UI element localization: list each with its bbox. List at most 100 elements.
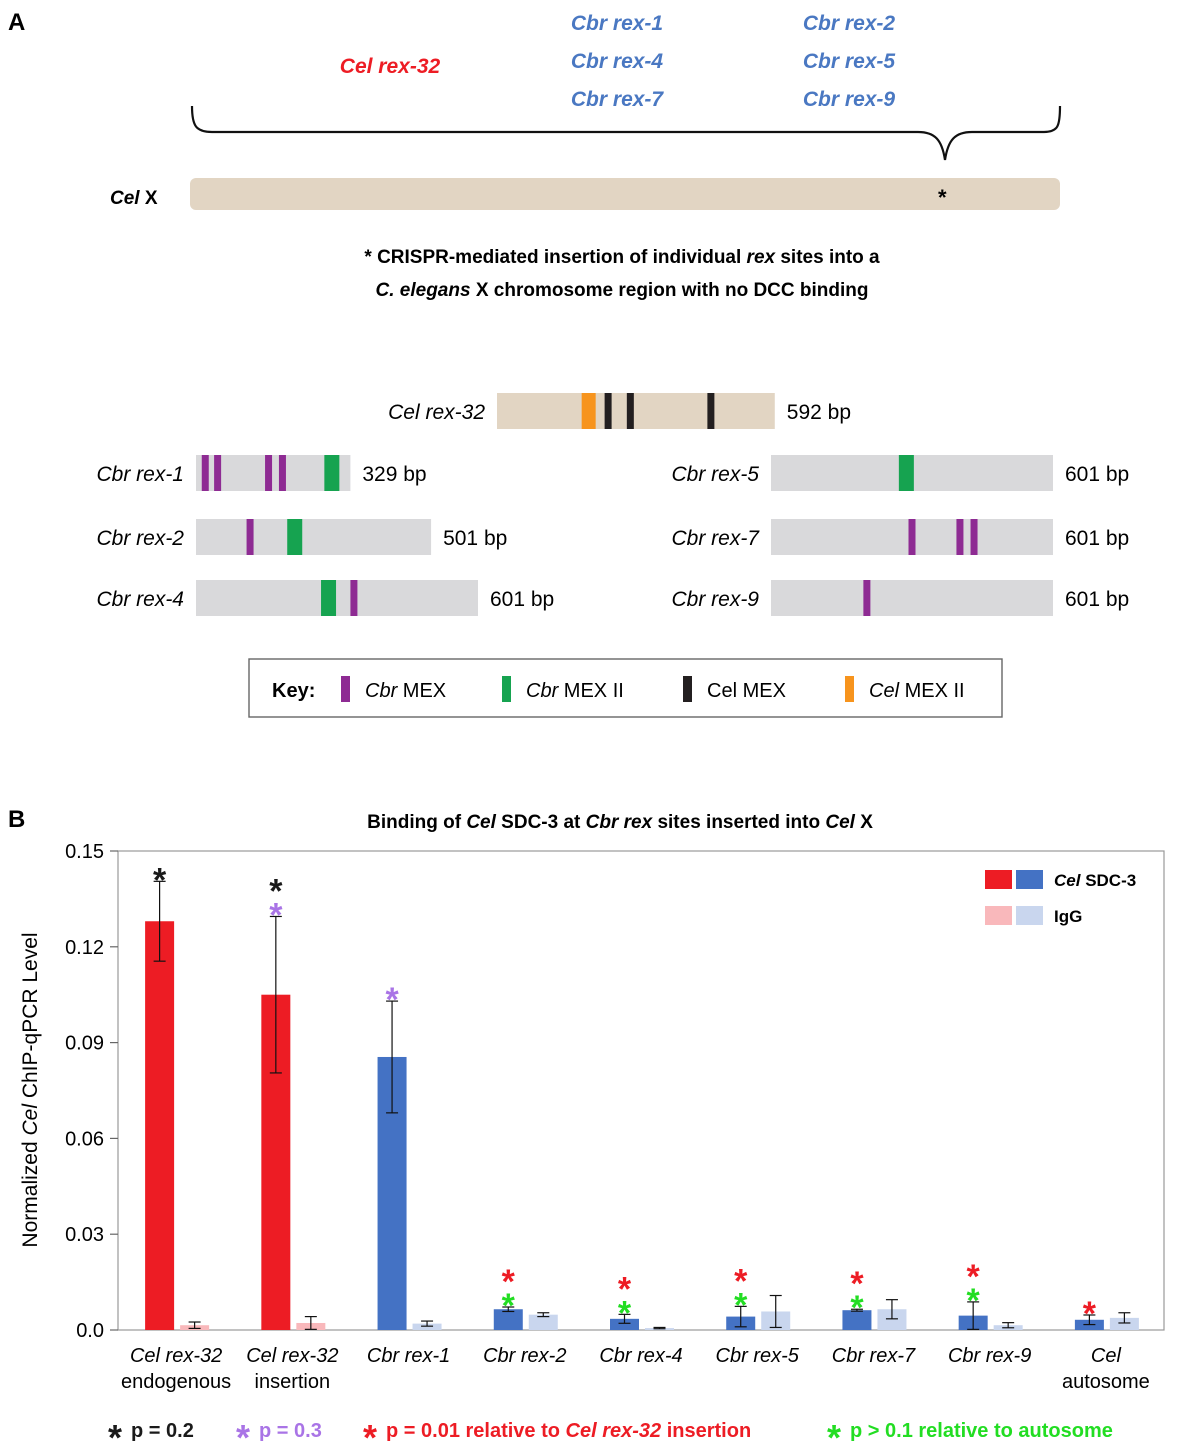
cbr-mex-motif xyxy=(908,519,916,555)
category-group: ** Cbr rex-7 xyxy=(832,1265,916,1367)
cbr-mex2-motif xyxy=(287,519,303,555)
significance-star: * xyxy=(502,1263,516,1301)
category-group: * Cel autosome xyxy=(1062,1295,1150,1393)
text-part: IgG xyxy=(1054,907,1082,926)
x-tick-label: Cbr rex-1 xyxy=(367,1345,450,1367)
rex-site-maps: Cel rex-32 592 bp Cbr rex-1 329 bp Cbr rex-2… xyxy=(96,393,1129,616)
significance-star: * xyxy=(269,872,283,910)
sdc3-bar xyxy=(842,1310,872,1330)
cbr-mex2-motif xyxy=(898,455,914,491)
pvalue-text: p = 0.01 relative to Cel rex-32 insertio… xyxy=(386,1420,751,1442)
text-part: SDC-3 at xyxy=(496,812,586,833)
cbr-mex2-key-swatch xyxy=(502,676,511,702)
plot-frame xyxy=(117,850,1165,1331)
x-tick-label: Cbr rex-2 xyxy=(483,1345,566,1367)
text-part: Cel MEX xyxy=(707,680,786,702)
cbr-mex-motif xyxy=(970,519,978,555)
significance-star: * xyxy=(385,981,399,1019)
rex-site-length: 501 bp xyxy=(443,527,507,550)
text-part: ChIP-qPCR Level xyxy=(19,932,42,1104)
category-group: ** Cel rex-32 insertion xyxy=(246,872,338,1393)
site-group-label: Cbr rex-7 xyxy=(571,88,665,111)
significance-star: * xyxy=(850,1289,864,1327)
significance-star: * xyxy=(967,1282,981,1320)
text-part: Binding of xyxy=(367,812,466,833)
rex-site-bar xyxy=(196,519,432,555)
cbr-mex-motif xyxy=(863,580,871,616)
curly-brace xyxy=(190,105,1062,161)
rex-site-name: Cbr rex-1 xyxy=(96,463,184,486)
rex-site-name: Cbr rex-2 xyxy=(96,527,184,550)
pvalue-star: * xyxy=(827,1417,841,1454)
text-part: SDC-3 xyxy=(1080,871,1136,890)
x-tick-label: Cel rex-32 xyxy=(246,1345,338,1367)
legend-swatch xyxy=(1016,906,1043,925)
key-items: Key: Cbr MEX Cbr MEX II Cel MEX Cel MEX II xyxy=(272,676,965,702)
rex-site-map: Cbr rex-1 329 bp xyxy=(96,455,427,491)
sdc3-bar xyxy=(493,1309,523,1330)
note-l1-b: rex xyxy=(747,247,777,268)
text-part: Cel xyxy=(466,812,496,833)
rex-site-length: 601 bp xyxy=(1065,588,1129,611)
key-label: Cbr MEX II xyxy=(526,680,624,702)
x-tick-label-line2: autosome xyxy=(1062,1371,1150,1393)
significance-star: * xyxy=(850,1265,864,1303)
igg-bar xyxy=(1109,1317,1139,1330)
key-label: Cel MEX II xyxy=(869,680,965,702)
chart-title: Binding of Cel SDC-3 at Cbr rex sites in… xyxy=(367,812,873,833)
text-part: MEX II xyxy=(899,680,965,702)
pvalue-star: * xyxy=(236,1417,250,1454)
site-group-label: Cbr rex-2 xyxy=(803,12,896,35)
legend-swatch xyxy=(1016,870,1043,889)
text-part: p = 0.2 xyxy=(131,1420,194,1442)
cbr-mex-motif xyxy=(350,580,358,616)
panel-b: B Binding of Cel SDC-3 at Cbr rex sites … xyxy=(8,806,1165,1454)
text-part: MEX II xyxy=(558,680,624,702)
significance-star: * xyxy=(502,1287,516,1325)
text-part: Cbr xyxy=(365,680,399,702)
chart-legend: Cel SDC-3 IgG xyxy=(985,870,1136,926)
rex-site-map: Cel rex-32 592 bp xyxy=(388,393,851,429)
text-part: Cel xyxy=(869,680,900,702)
rex-site-length: 592 bp xyxy=(787,401,851,424)
rex-site-length: 601 bp xyxy=(490,588,554,611)
rex-site-bar xyxy=(497,393,775,429)
legend-swatch xyxy=(985,906,1012,925)
y-tick-label: 0.03 xyxy=(65,1224,104,1246)
rex-site-length: 329 bp xyxy=(362,463,426,486)
sdc3-bar xyxy=(145,921,175,1330)
cbr-mex-motif xyxy=(956,519,964,555)
x-tick-label: Cbr rex-7 xyxy=(832,1345,916,1367)
rex-site-name: Cbr rex-7 xyxy=(671,527,760,550)
category-group: ** Cbr rex-9 xyxy=(948,1258,1031,1367)
chromosome-label-rest: X xyxy=(140,188,158,209)
y-tick-label: 0.12 xyxy=(65,937,104,959)
insertion-note-line1: * CRISPR-mediated insertion of individua… xyxy=(364,247,880,268)
rex-site-map: Cbr rex-7 601 bp xyxy=(671,519,1129,555)
note-l1-a: * CRISPR-mediated insertion of individua… xyxy=(364,247,746,268)
key-box xyxy=(248,658,1003,718)
text-part: p = 0.01 relative to xyxy=(386,1420,566,1442)
cbr-mex-motif xyxy=(201,455,209,491)
text-part: p > 0.1 relative to autosome xyxy=(850,1420,1113,1442)
category-group: * Cbr rex-1 xyxy=(367,981,450,1367)
cbr-mex-motif xyxy=(214,455,222,491)
cbr-mex2-motif xyxy=(324,455,340,491)
rex-site-name: Cbr rex-9 xyxy=(671,588,759,611)
pvalue-star: * xyxy=(108,1417,122,1454)
x-tick-label: Cbr rex-4 xyxy=(599,1345,682,1367)
note-l2-a: C. elegans xyxy=(376,280,471,301)
rex-site-name: Cel rex-32 xyxy=(388,401,485,424)
text-part: Cel rex-32 xyxy=(566,1420,662,1442)
site-group-label: Cbr rex-1 xyxy=(571,12,663,35)
cbr-mex-motif xyxy=(278,455,286,491)
site-group-label: Cbr rex-5 xyxy=(803,50,896,73)
insertion-mark: * xyxy=(938,185,947,210)
chart-area: 0.0 0.03 0.06 0.09 0.12 0.15 * Cel rex-32 endoge… xyxy=(65,841,1165,1393)
rex-site-map: Cbr rex-4 601 bp xyxy=(96,580,554,616)
chromosome-label-italic: Cel xyxy=(110,188,140,209)
text-part: insertion xyxy=(661,1420,751,1442)
legend-label: Cel SDC-3 xyxy=(1054,871,1136,890)
